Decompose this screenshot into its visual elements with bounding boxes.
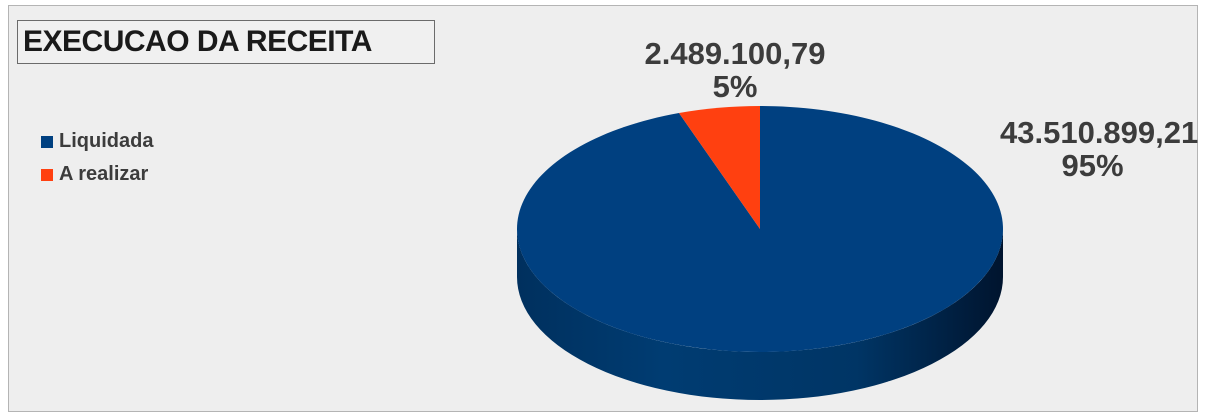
chart-title-box: EXECUCAO DA RECEITA [17, 20, 435, 64]
legend-item-liquidada: Liquidada [41, 130, 153, 153]
data-label-a-realizar-percent: 5% [712, 68, 758, 104]
pie-slice-liquidada [516, 106, 1003, 352]
legend-label-a-realizar: A realizar [59, 163, 149, 185]
pie-side-wall [517, 229, 1003, 400]
chart-title: EXECUCAO DA RECEITA [23, 25, 372, 58]
data-label-liquidada-value: 43.510.899,21 [1000, 115, 1199, 150]
data-label-a-realizar-value: 2.489.100,79 [644, 36, 826, 71]
data-label-liquidada: 43.510.899,21 95% [1000, 115, 1199, 183]
pie-slice-a-realizar [678, 106, 760, 229]
data-label-a-realizar: 2.489.100,79 5% [620, 36, 850, 104]
legend-item-a-realizar: A realizar [41, 163, 148, 186]
data-label-liquidada-percent: 95% [1061, 147, 1124, 183]
legend-label-liquidada: Liquidada [59, 130, 154, 152]
legend-swatch-a-realizar [41, 168, 53, 181]
legend-swatch-liquidada [41, 135, 53, 148]
